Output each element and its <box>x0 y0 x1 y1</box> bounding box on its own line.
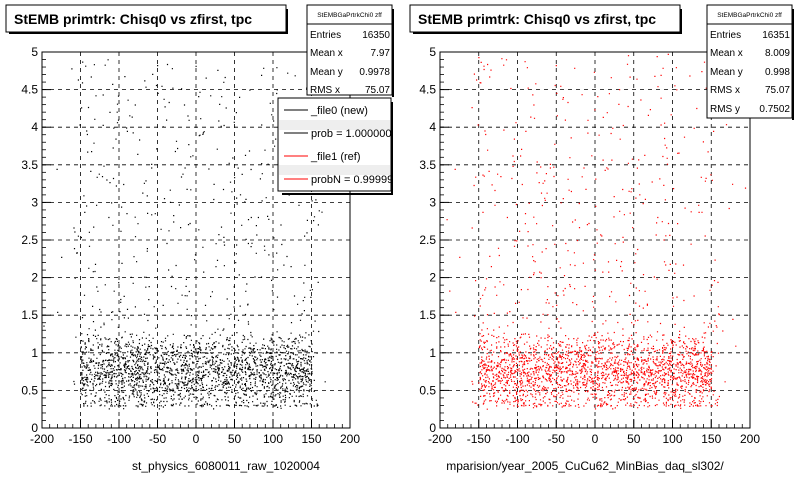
left-y-tick-label-4: 2 <box>31 271 38 285</box>
right-y-tick-label-10: 5 <box>429 45 436 59</box>
left-title: StEMB primtrk: Chisq0 vs zfirst, tpc <box>14 11 252 27</box>
legend-label-0: _file0 (new) <box>310 105 368 117</box>
left-x-tick-label-3: -50 <box>149 432 167 446</box>
right-title: StEMB primtrk: Chisq0 vs zfirst, tpc <box>418 11 656 27</box>
left-x-axis-label: st_physics_6080011_raw_1020004 <box>132 459 320 473</box>
right-x-tick-label-4: 0 <box>592 432 599 446</box>
left-stats-value-0: 16350 <box>362 30 390 41</box>
left-stats-value-2: 0.9978 <box>359 67 390 78</box>
right-stats-label-3: RMS x <box>710 85 740 96</box>
left-y-tick-label-8: 4 <box>31 120 38 134</box>
left-y-tick-label-7: 3.5 <box>21 158 38 172</box>
right-x-tick-label-0: -200 <box>428 432 452 446</box>
right-stats-value-0: 16351 <box>762 30 790 41</box>
right-stats-label-0: Entries <box>710 30 741 41</box>
right-stats-value-4: 0.7502 <box>759 104 790 115</box>
right-stats-name: StEMBGaPrtrkChi0 zff <box>717 12 782 19</box>
left-stats-value-3: 75.07 <box>365 85 390 96</box>
left-y-tick-label-6: 3 <box>31 195 38 209</box>
right-x-tick-label-1: -150 <box>467 432 491 446</box>
right-stats-label-4: RMS y <box>710 104 740 115</box>
right-stats-box: StEMBGaPrtrkChi0 zff Entries 16351 Mean … <box>706 4 794 120</box>
left-stats-label-3: RMS x <box>310 85 340 96</box>
right-y-tick-label-1: 0.5 <box>419 383 436 397</box>
right-x-tick-label-8: 200 <box>740 432 760 446</box>
right-x-axis-label: mparision/year_2005_CuCu62_MinBias_daq_s… <box>446 459 724 473</box>
left-stats-label-2: Mean y <box>310 67 343 78</box>
left-x-tick-label-4: 0 <box>193 432 200 446</box>
right-axis-ticks: -200 -150 -100 -50 0 50 100 150 200 0 0.5 1 1.5 2 2.5 3… <box>419 45 760 446</box>
legend-label-1: prob = 1.000000 <box>311 128 391 140</box>
left-y-tick-label-10: 5 <box>31 45 38 59</box>
right-stats-value-1: 8.009 <box>765 48 790 59</box>
right-title-box <box>409 4 681 33</box>
left-y-tick-label-5: 2.5 <box>21 233 38 247</box>
left-x-tick-label-7: 150 <box>301 432 321 446</box>
left-x-tick-label-2: -100 <box>107 432 131 446</box>
right-x-tick-label-3: -50 <box>548 432 566 446</box>
right-plot: -200 -150 -100 -50 0 50 100 150 200 0 0.5 1 1.5 2 2.5 3… <box>409 4 794 473</box>
right-x-tick-label-6: 100 <box>662 432 682 446</box>
left-x-tick-label-8: 200 <box>340 432 360 446</box>
left-stats-box: StEMBGaPrtrkChi0 zff Entries 16350 Mean … <box>306 4 394 97</box>
left-stats-label-1: Mean x <box>310 48 343 59</box>
left-x-tick-label-6: 100 <box>263 432 283 446</box>
left-y-tick-label-3: 1.5 <box>21 308 38 322</box>
right-x-tick-label-5: 50 <box>627 432 641 446</box>
left-stats-value-1: 7.97 <box>371 48 391 59</box>
legend-label-3: probN = 0.999999 <box>311 174 399 186</box>
left-y-tick-label-9: 4.5 <box>21 83 38 97</box>
right-y-tick-label-6: 3 <box>429 195 436 209</box>
right-y-tick-label-9: 4.5 <box>419 83 436 97</box>
right-y-tick-label-2: 1 <box>429 346 436 360</box>
right-y-tick-label-0: 0 <box>429 421 436 435</box>
right-stats-label-2: Mean y <box>710 67 743 78</box>
right-stats-label-1: Mean x <box>710 48 743 59</box>
left-plot: -200 -150 -100 -50 0 50 100 150 200 0 0.5 1 1.5 2 2.5 3… <box>5 4 399 473</box>
right-y-tick-label-7: 3.5 <box>419 158 436 172</box>
right-y-tick-label-8: 4 <box>429 120 436 134</box>
right-y-tick-label-4: 2 <box>429 271 436 285</box>
right-y-tick-label-5: 2.5 <box>419 233 436 247</box>
right-stats-value-2: 0.998 <box>765 67 790 78</box>
left-stats-name: StEMBGaPrtrkChi0 zff <box>317 12 382 19</box>
left-x-tick-label-1: -150 <box>68 432 92 446</box>
left-x-tick-label-5: 50 <box>228 432 242 446</box>
right-x-tick-label-7: 150 <box>701 432 721 446</box>
right-x-tick-label-2: -100 <box>505 432 529 446</box>
right-y-tick-label-3: 1.5 <box>419 308 436 322</box>
legend: _file0 (new) prob = 1.000000 _file1 (ref… <box>277 97 399 195</box>
left-x-tick-label-0: -200 <box>30 432 54 446</box>
left-y-tick-label-0: 0 <box>31 421 38 435</box>
right-stats-value-3: 75.07 <box>765 85 790 96</box>
left-y-tick-label-1: 0.5 <box>21 383 38 397</box>
left-axis-ticks: -200 -150 -100 -50 0 50 100 150 200 0 0.5 1 1.5 2 2.5 3… <box>21 45 360 446</box>
left-stats-label-0: Entries <box>310 30 341 41</box>
legend-label-2: _file1 (ref) <box>310 151 361 163</box>
left-y-tick-label-2: 1 <box>31 346 38 360</box>
